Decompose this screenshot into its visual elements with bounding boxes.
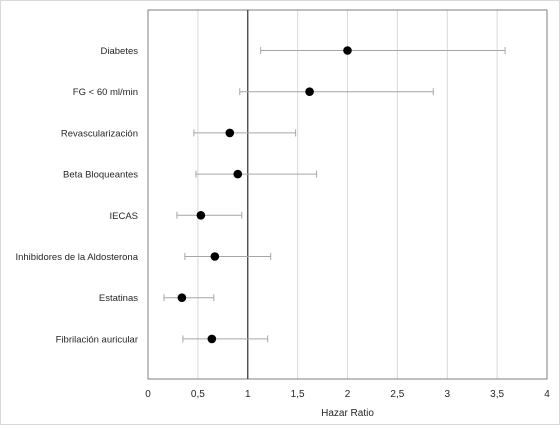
x-tick-label-1: 0,5 [191,389,205,400]
category-labels: Diabetes FG < 60 ml/min Revascularización B… [15,46,138,345]
plot-area [147,9,548,380]
x-tick-label-3: 1,5 [291,389,305,400]
hr-point-1 [305,87,314,96]
hr-point-3 [233,169,243,179]
hr-point-7 [207,334,217,344]
category-label-6: Estatinas [99,293,138,304]
category-label-7: Fibrilación auricular [56,334,138,345]
x-tick-label-2: 1 [245,389,251,400]
hr-point-2 [225,128,235,138]
x-tick-label-4: 2 [345,389,351,400]
gridlines [197,10,498,379]
hr-point-0 [343,46,352,55]
category-label-5: Inhibidores de la Aldosterona [15,252,138,263]
x-tick-label-7: 3,5 [490,389,504,400]
category-label-2: Revascularización [61,128,138,139]
category-label-1: FG < 60 ml/min [73,87,138,98]
x-tick-label-8: 4 [544,389,550,400]
x-tick-label-0: 0 [145,389,151,400]
x-tick-labels: 0 0,5 1 1,5 2 2,5 3 3,5 4 [145,389,550,400]
hr-point-5 [210,252,220,261]
x-tick-label-5: 2,5 [390,389,404,400]
confidence-intervals [163,47,506,343]
x-axis-title: Hazar Ratio [321,408,374,419]
category-label-3: Beta Bloqueantes [63,170,138,181]
category-label-0: Diabetes [101,46,139,57]
category-label-4: IECAS [109,211,138,222]
hr-point-4 [196,211,206,220]
x-tick-label-6: 3 [444,389,450,400]
hazard-ratio-points [177,46,352,344]
hr-point-6 [177,293,187,303]
